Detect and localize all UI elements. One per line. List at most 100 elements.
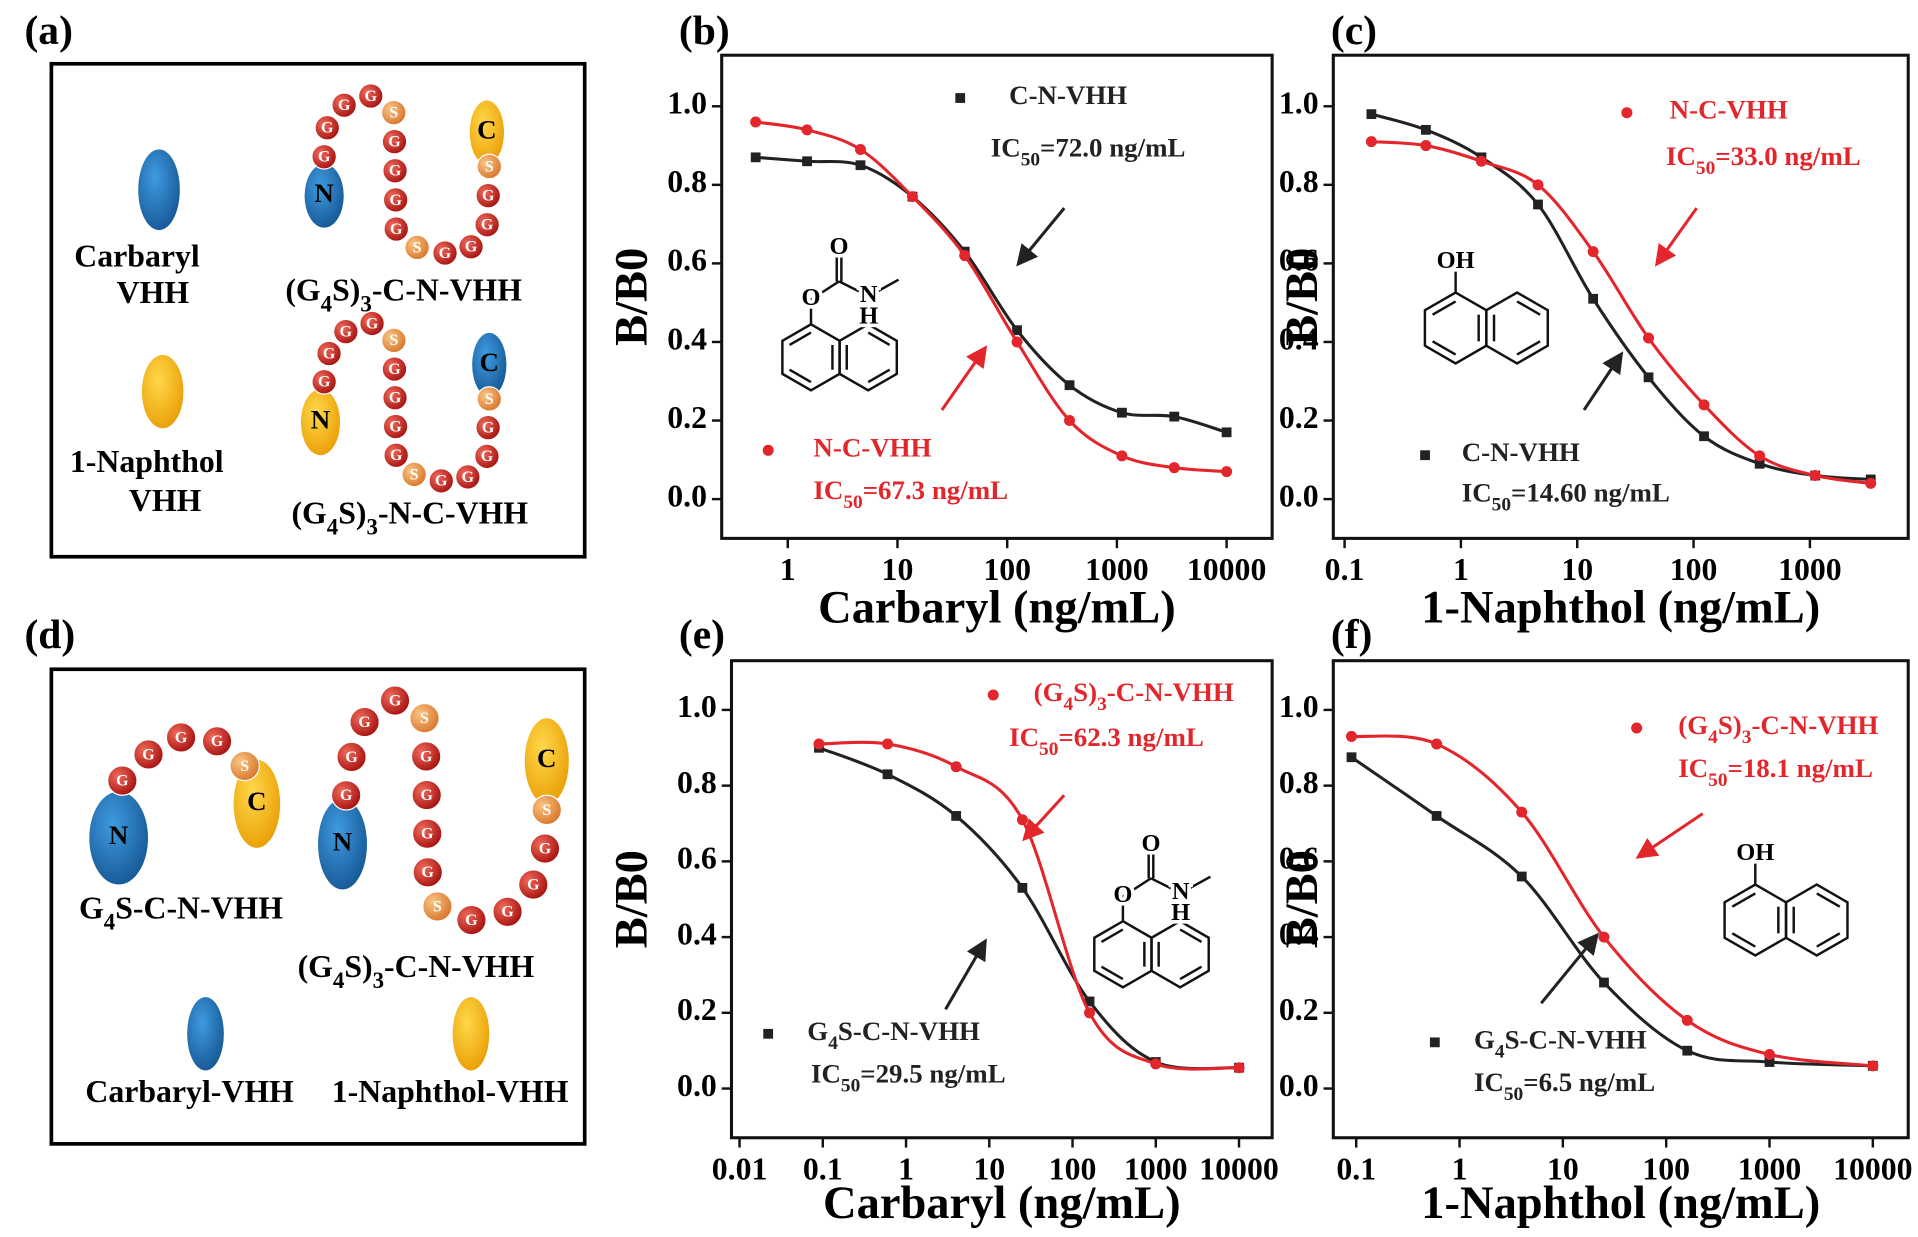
x-tick-label: 100	[983, 552, 1031, 587]
bead-label: G	[211, 733, 223, 750]
legend-label: N-C-VHH	[813, 432, 931, 462]
bead	[311, 368, 337, 395]
data-point	[1764, 1048, 1776, 1060]
y-tick-label: 0.8	[677, 765, 717, 800]
arrow	[1022, 794, 1066, 842]
ring-bond	[1100, 965, 1124, 981]
bead-label: G	[481, 217, 493, 234]
panel-label: (d)	[24, 611, 75, 658]
bead-label: G	[482, 187, 494, 204]
bond	[1122, 877, 1152, 898]
x-tick-label: 0.1	[1325, 552, 1365, 587]
bead-label: S	[485, 158, 494, 175]
bead-label: G	[462, 469, 474, 486]
data-point	[1084, 996, 1095, 1007]
x-tick-label: 100	[1642, 1151, 1690, 1186]
y-tick-label: 0.6	[1279, 841, 1319, 876]
y-tick-label: 0.0	[1279, 478, 1319, 513]
y-tick-label: 0.2	[667, 400, 707, 435]
bead-label: G	[389, 192, 401, 209]
data-point	[1012, 325, 1022, 336]
bead-label: G	[420, 748, 432, 765]
bead-label: G	[116, 772, 128, 789]
bead	[382, 157, 408, 184]
bead	[229, 750, 260, 782]
data-point	[1365, 136, 1377, 148]
arrow	[940, 345, 988, 411]
y-axis-title: B/B0	[1277, 850, 1328, 948]
y-tick-label: 0.4	[677, 916, 717, 951]
arrow	[1016, 207, 1066, 267]
ring-bond	[867, 331, 891, 347]
fit-curve	[1370, 112, 1871, 481]
data-point	[1532, 179, 1544, 191]
bead	[474, 211, 500, 238]
y-tick-label: 0.0	[1279, 1068, 1319, 1103]
x-tick-label: 10	[973, 1151, 1005, 1186]
y-tick-label: 0.0	[667, 478, 707, 513]
terminus-label: N	[109, 820, 129, 850]
bead-label: G	[358, 714, 370, 731]
data-point	[802, 156, 812, 167]
bead-label: S	[485, 391, 494, 408]
panel-frame	[49, 61, 587, 559]
atom-label: H	[1171, 899, 1190, 926]
diagram-label: 1-Naphthol-VHH	[332, 1074, 569, 1109]
vhh-domain	[318, 798, 367, 890]
bead	[349, 706, 380, 738]
bead	[476, 153, 503, 180]
vhh-domain	[304, 164, 344, 228]
bead	[379, 685, 411, 716]
bead	[383, 216, 410, 242]
bead	[411, 818, 443, 849]
fit-curve	[1371, 140, 1871, 485]
diagram-label: 1-Naphthol	[70, 444, 224, 479]
legend-marker	[987, 689, 999, 701]
bead-label: S	[240, 758, 249, 775]
bead	[311, 143, 337, 170]
data-point	[1587, 246, 1599, 258]
data-point	[1865, 477, 1877, 489]
diagram-label: Carbaryl	[74, 239, 200, 274]
diagram-label: VHH	[117, 275, 190, 310]
bead-label: G	[340, 787, 352, 804]
data-point	[1117, 407, 1127, 418]
bead-label: G	[501, 904, 513, 921]
data-point	[750, 152, 761, 163]
bead-label: G	[482, 420, 494, 437]
diagram-label: (G4S)3-C-N-VHH	[298, 949, 535, 992]
bead-label: G	[338, 97, 350, 114]
data-point	[1366, 109, 1377, 120]
bead	[409, 702, 440, 734]
ring-bond	[1816, 932, 1841, 948]
bead	[381, 128, 408, 155]
bead-label: G	[318, 374, 330, 391]
data-point	[1345, 730, 1358, 742]
x-tick-label: 10000	[1199, 1151, 1279, 1186]
atom-label: OH	[1437, 247, 1475, 274]
bead	[474, 443, 500, 470]
diagram-label: (G4S)3-C-N-VHH	[285, 273, 522, 316]
bead	[412, 857, 444, 888]
x-axis-title: 1-Naphthol (ng/mL)	[1421, 582, 1820, 633]
bead	[165, 722, 197, 753]
x-tick-label: 10	[882, 552, 914, 587]
arrow	[1582, 351, 1624, 411]
terminus-label: C	[480, 347, 499, 377]
bead-label: G	[421, 826, 433, 843]
y-tick-label: 0.8	[667, 164, 707, 199]
data-point	[1681, 1014, 1693, 1026]
bead-label: S	[433, 898, 442, 915]
bead	[410, 741, 442, 772]
x-tick-label: 0.1	[803, 1151, 843, 1186]
bead	[331, 92, 357, 119]
y-tick-label: 0.2	[1279, 992, 1319, 1027]
data-point	[801, 124, 813, 136]
y-tick-label: 0.6	[677, 841, 717, 876]
legend-label: G4S-C-N-VHH	[807, 1016, 980, 1054]
data-point	[1599, 977, 1609, 988]
y-axis-title: B/B0	[607, 248, 658, 346]
bead	[201, 726, 233, 757]
data-point	[813, 738, 825, 750]
bead-label: G	[388, 134, 400, 151]
